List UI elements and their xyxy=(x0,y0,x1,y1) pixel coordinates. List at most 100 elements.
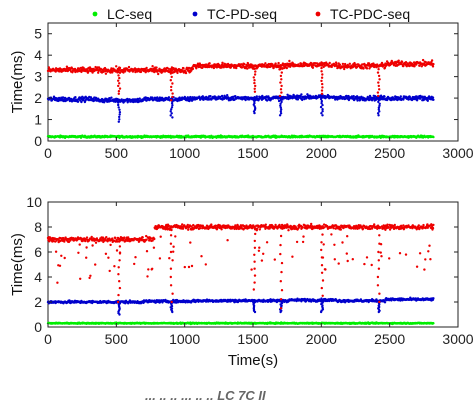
data-point xyxy=(356,99,359,102)
dip-point xyxy=(321,95,324,99)
series-lc-seq xyxy=(46,321,435,326)
dip-point xyxy=(171,104,174,107)
dip-point xyxy=(171,95,174,99)
data-point xyxy=(159,235,162,238)
data-point xyxy=(79,277,82,280)
dip-point xyxy=(254,84,257,88)
data-point xyxy=(365,67,369,70)
data-point xyxy=(91,244,94,247)
dip-point xyxy=(321,82,324,86)
data-point xyxy=(432,98,435,102)
x-tick-label: 0 xyxy=(44,145,52,161)
data-point xyxy=(60,254,63,257)
data-point xyxy=(153,237,156,241)
data-point xyxy=(244,98,247,102)
data-point xyxy=(383,301,387,304)
dip-point xyxy=(170,112,173,115)
dip-point xyxy=(118,113,121,116)
data-point xyxy=(113,265,116,268)
dip-point xyxy=(253,310,257,314)
data-point xyxy=(81,95,84,99)
data-point xyxy=(104,252,108,255)
data-point xyxy=(431,96,435,99)
data-point xyxy=(141,236,144,239)
data-point xyxy=(415,99,419,102)
dip-point xyxy=(377,81,380,84)
dip-point xyxy=(320,76,324,79)
dip-point xyxy=(118,71,122,75)
dip-point xyxy=(378,64,381,68)
data-point xyxy=(341,62,345,66)
data-point xyxy=(108,269,111,273)
dip-point xyxy=(117,74,120,77)
dip-point xyxy=(118,313,121,316)
data-point xyxy=(118,66,122,70)
y-tick-label: 1 xyxy=(34,112,42,128)
data-point xyxy=(145,250,149,253)
data-point xyxy=(85,246,88,249)
dip-point xyxy=(376,112,380,115)
dip-point xyxy=(319,105,323,109)
y-tick-label: 0 xyxy=(34,133,42,149)
dip-point xyxy=(253,79,256,82)
data-point xyxy=(421,58,425,62)
data-point xyxy=(233,98,236,102)
data-point xyxy=(76,100,80,104)
data-point xyxy=(156,96,159,99)
data-point xyxy=(134,256,137,259)
data-point xyxy=(426,99,429,103)
dip-point xyxy=(279,88,283,91)
data-point xyxy=(432,322,435,325)
data-point xyxy=(123,236,126,239)
data-point xyxy=(109,243,112,247)
data-point xyxy=(85,236,89,239)
dip-point xyxy=(118,82,121,85)
dip-point xyxy=(169,114,172,117)
dip-point xyxy=(118,118,121,121)
data-point xyxy=(147,268,150,271)
data-point xyxy=(58,264,62,267)
x-tick-label: 500 xyxy=(105,145,129,161)
data-point xyxy=(255,95,258,98)
dip-point xyxy=(377,68,380,71)
data-point xyxy=(133,262,136,266)
data-point xyxy=(209,95,212,98)
data-point xyxy=(243,62,246,66)
data-point xyxy=(88,98,92,102)
data-point xyxy=(115,65,118,68)
data-point xyxy=(402,98,405,101)
data-point xyxy=(145,66,148,70)
dip-point xyxy=(253,87,256,91)
data-point xyxy=(212,66,216,70)
data-point xyxy=(277,61,280,65)
y-tick-label: 5 xyxy=(34,26,42,42)
dip-point xyxy=(377,84,380,88)
dip-point xyxy=(170,89,173,92)
data-point xyxy=(383,95,386,98)
data-point xyxy=(430,59,434,62)
dip-point xyxy=(171,116,174,119)
data-point xyxy=(80,100,83,104)
data-point xyxy=(432,62,435,66)
dip-point xyxy=(278,114,282,117)
dip-point xyxy=(252,76,255,79)
dip-point xyxy=(320,89,324,92)
data-point xyxy=(399,95,402,98)
dip-point xyxy=(279,64,283,68)
data-point xyxy=(202,98,205,101)
dip-point xyxy=(252,67,256,71)
dip-point xyxy=(321,110,324,113)
dip-point xyxy=(253,81,256,85)
bottom-plot: 0 500 1000 1500 2000 2500 30000246810Time(ms)T… xyxy=(9,194,474,369)
x-tick-label: 2000 xyxy=(306,145,337,161)
data-point xyxy=(328,61,331,65)
dip-point xyxy=(117,120,121,123)
dip-point xyxy=(169,79,172,82)
x-tick-label: 1000 xyxy=(169,145,200,161)
data-point xyxy=(151,267,154,270)
x-tick-label: 1500 xyxy=(237,145,268,161)
data-point xyxy=(127,65,131,69)
data-point xyxy=(145,238,148,241)
data-point xyxy=(221,61,224,64)
